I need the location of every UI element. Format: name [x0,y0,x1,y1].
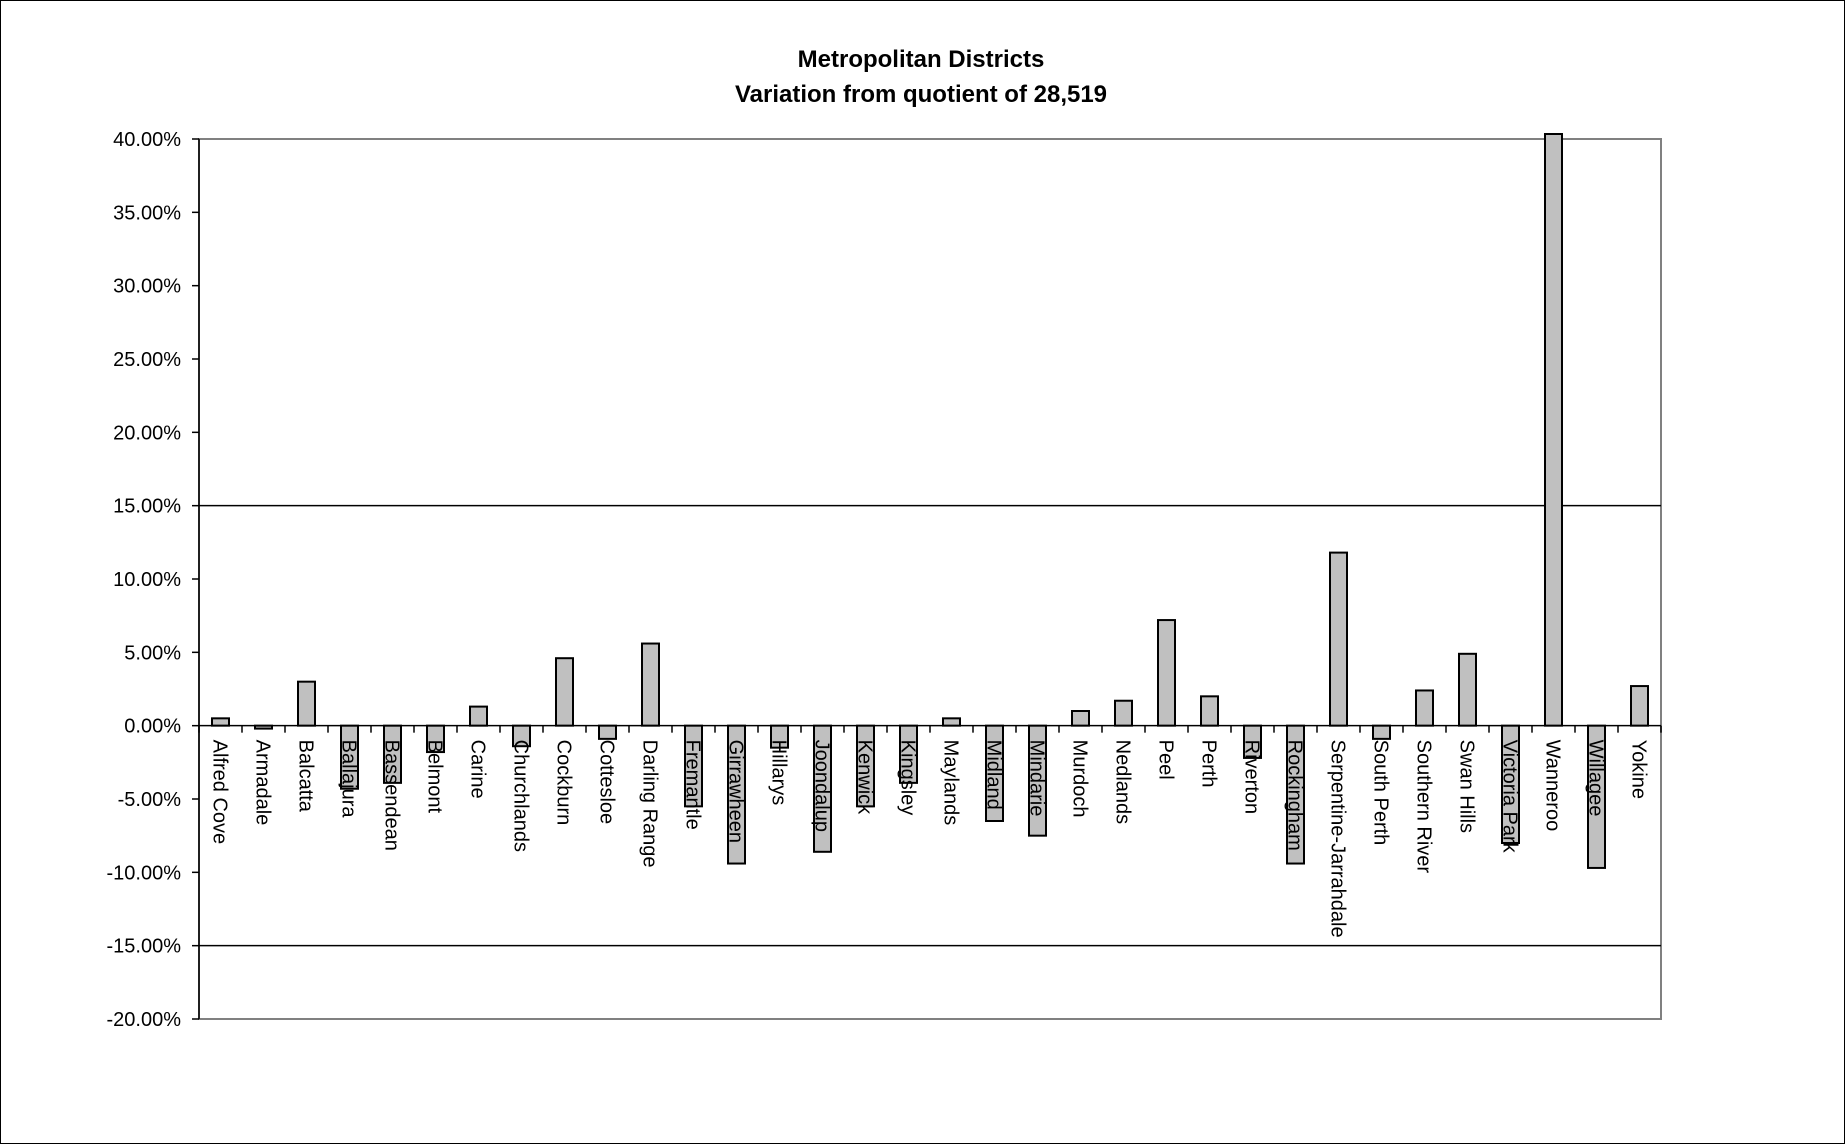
bar [297,680,316,727]
category-label: Carine [467,740,489,799]
category-label: Serpentine-Jarrahdale [1327,740,1349,938]
category-label: Alfred Cove [209,740,231,845]
category-label: Joondalup [811,740,833,832]
category-label: Southern River [1413,740,1435,874]
category-label: Willagee [1585,740,1607,817]
y-tick-label: -5.00% [118,789,182,811]
y-tick-label: 10.00% [113,569,181,591]
chart-title: Metropolitan Districts [798,46,1045,73]
reference-lines [199,504,1661,947]
bar [1114,699,1133,727]
y-axis-ticks: 40.00% 35.00% 30.00% 25.00% 20.00% 15.00% 10.0… [107,129,199,1031]
bar [1458,652,1477,727]
bar [1200,695,1219,727]
category-label: Bassendean [381,740,403,851]
bar [1415,689,1434,727]
category-label: South Perth [1370,740,1392,846]
category-label: Kingsley [897,740,919,816]
category-label: Perth [1198,740,1220,788]
plot-area [198,138,1662,1020]
y-tick-label: -20.00% [107,1009,182,1031]
category-label: Ballajura [338,740,360,819]
y-tick-label: 0.00% [124,716,181,738]
y-tick-label: 15.00% [113,496,181,518]
category-label: Belmont [424,740,446,814]
category-label: Victoria Park [1499,740,1521,854]
y-tick-label: 20.00% [113,422,181,444]
category-label: Cockburn [553,740,575,826]
bar [555,657,574,727]
y-tick-label: -15.00% [107,936,182,958]
bar [1372,724,1391,740]
category-label: Wanneroo [1542,740,1564,832]
y-tick-label: 25.00% [113,349,181,371]
category-label: Churchlands [510,740,532,852]
y-tick-label: 5.00% [124,642,181,664]
bar [469,705,488,727]
category-label: Swan Hills [1456,740,1478,833]
bars [211,133,1649,869]
category-label: Armadale [252,740,274,826]
category-label: Kenwick [854,740,876,815]
category-label: Hillarys [768,740,790,806]
bar [1544,133,1563,727]
bar [598,724,617,740]
category-label: Darling Range [639,740,661,868]
y-tick-label: 40.00% [113,129,181,151]
y-tick-label: -10.00% [107,862,182,884]
x-axis-ticks [198,725,1662,733]
bar [641,642,660,727]
bar [1157,619,1176,727]
category-label: Nedlands [1112,740,1134,825]
category-label: Fremantle [682,740,704,830]
bar [1329,551,1348,727]
y-tick-label: 30.00% [113,276,181,298]
category-label: Rockingham [1284,740,1306,851]
category-label: Yokine [1628,740,1650,799]
category-label: Cottesloe [596,740,618,825]
category-labels: Alfred Cove Armadale Balcatta Ballajura Bass… [209,740,1650,938]
chart-subtitle: Variation from quotient of 28,519 [735,81,1107,108]
bar [1071,710,1090,727]
category-label: Maylands [940,740,962,826]
category-label: Mindarie [1026,740,1048,817]
bar [1630,685,1649,727]
y-tick-label: 35.00% [113,202,181,224]
bar [211,717,230,727]
category-label: Midland [983,740,1005,810]
category-label: Peel [1155,740,1177,780]
category-label: Balcatta [295,740,317,813]
bar [942,717,961,727]
category-label: Girrawheen [725,740,747,843]
category-label: Murdoch [1069,740,1091,818]
category-label: Riverton [1241,740,1263,814]
